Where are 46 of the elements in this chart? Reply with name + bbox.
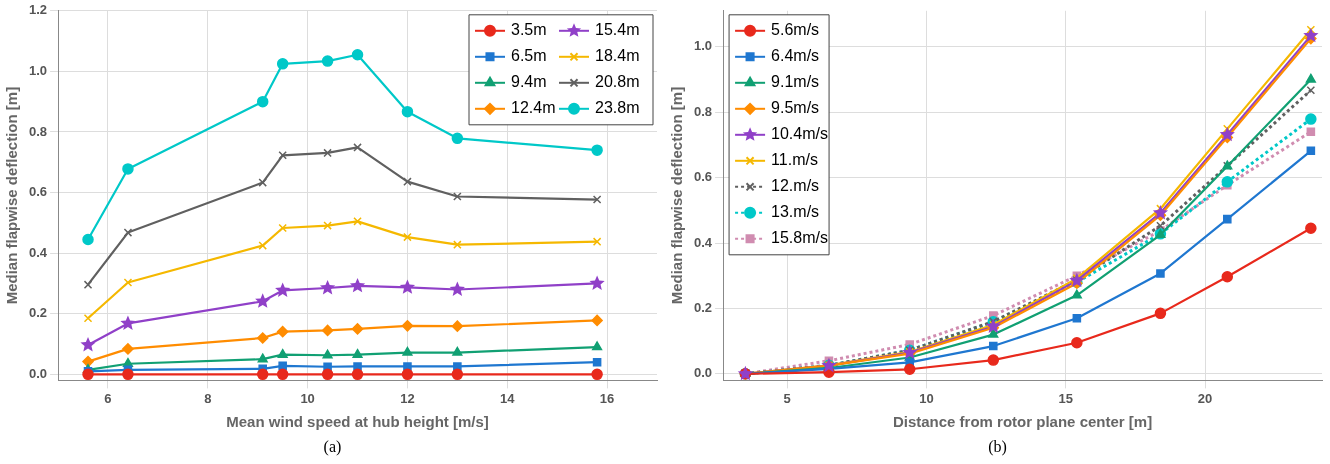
legend-label: 15.8m/s <box>771 229 828 247</box>
y-tick-label: 1.0 <box>693 38 713 54</box>
y-tick-label: 0.0 <box>28 365 48 381</box>
y-tick-label: 0.8 <box>693 103 713 119</box>
legend-label: 10.4m/s <box>771 125 828 143</box>
x-tick-label: 15 <box>1058 390 1073 406</box>
legend-label: 6.4m/s <box>771 47 820 65</box>
x-tick-label: 16 <box>599 390 615 406</box>
y-axis-title: Median flapwise deflection [m] <box>668 86 686 305</box>
y-tick-label: 0.6 <box>693 169 713 185</box>
y-tick-label: 0.8 <box>28 123 48 139</box>
legend-label: 11.m/s <box>771 151 818 169</box>
y-tick-label: 0.0 <box>693 365 713 381</box>
legend-label: 23.8m <box>595 99 640 117</box>
text: (b) <box>987 438 1008 456</box>
y-tick-label: 1.2 <box>28 2 48 18</box>
legend-label: 6.5m <box>511 47 547 65</box>
y-tick-label: 1.0 <box>28 62 48 78</box>
y-tick-label: 0.4 <box>28 244 48 260</box>
legend-label: 12.4m <box>511 99 556 117</box>
legend-label: 18.4m <box>595 47 640 65</box>
legend-label: 3.5m <box>511 21 547 39</box>
x-tick-label: 6 <box>104 390 112 406</box>
legend-label: 13.m/s <box>771 203 820 221</box>
y-tick-label: 0.2 <box>28 305 48 321</box>
x-tick-label: 12 <box>400 390 415 406</box>
x-axis-title: Mean wind speed at hub height [m/s] <box>226 413 489 431</box>
y-tick-label: 0.2 <box>693 300 713 316</box>
x-tick-label: 10 <box>919 390 934 406</box>
x-axis-title: Distance from rotor plane center [m] <box>892 413 1153 431</box>
x-tick-label: 20 <box>1197 390 1213 406</box>
x-tick-label: 8 <box>204 390 212 406</box>
legend-label: 5.6m/s <box>771 21 820 39</box>
x-tick-label: 14 <box>500 390 516 406</box>
x-tick-label: 5 <box>783 390 791 406</box>
legend-label: 15.4m <box>595 21 640 39</box>
legend-label: 9.1m/s <box>771 73 820 91</box>
x-tick-label: 10 <box>300 390 315 406</box>
legend-label: 9.4m <box>511 73 547 91</box>
y-tick-label: 0.6 <box>28 184 48 200</box>
legend-label: 12.m/s <box>771 177 820 195</box>
text: (a) <box>322 438 343 456</box>
legend-label: 20.8m <box>595 73 640 91</box>
y-tick-label: 0.4 <box>693 234 713 250</box>
y-axis-title: Median flapwise deflection [m] <box>3 86 21 305</box>
legend-label: 9.5m/s <box>771 99 820 117</box>
